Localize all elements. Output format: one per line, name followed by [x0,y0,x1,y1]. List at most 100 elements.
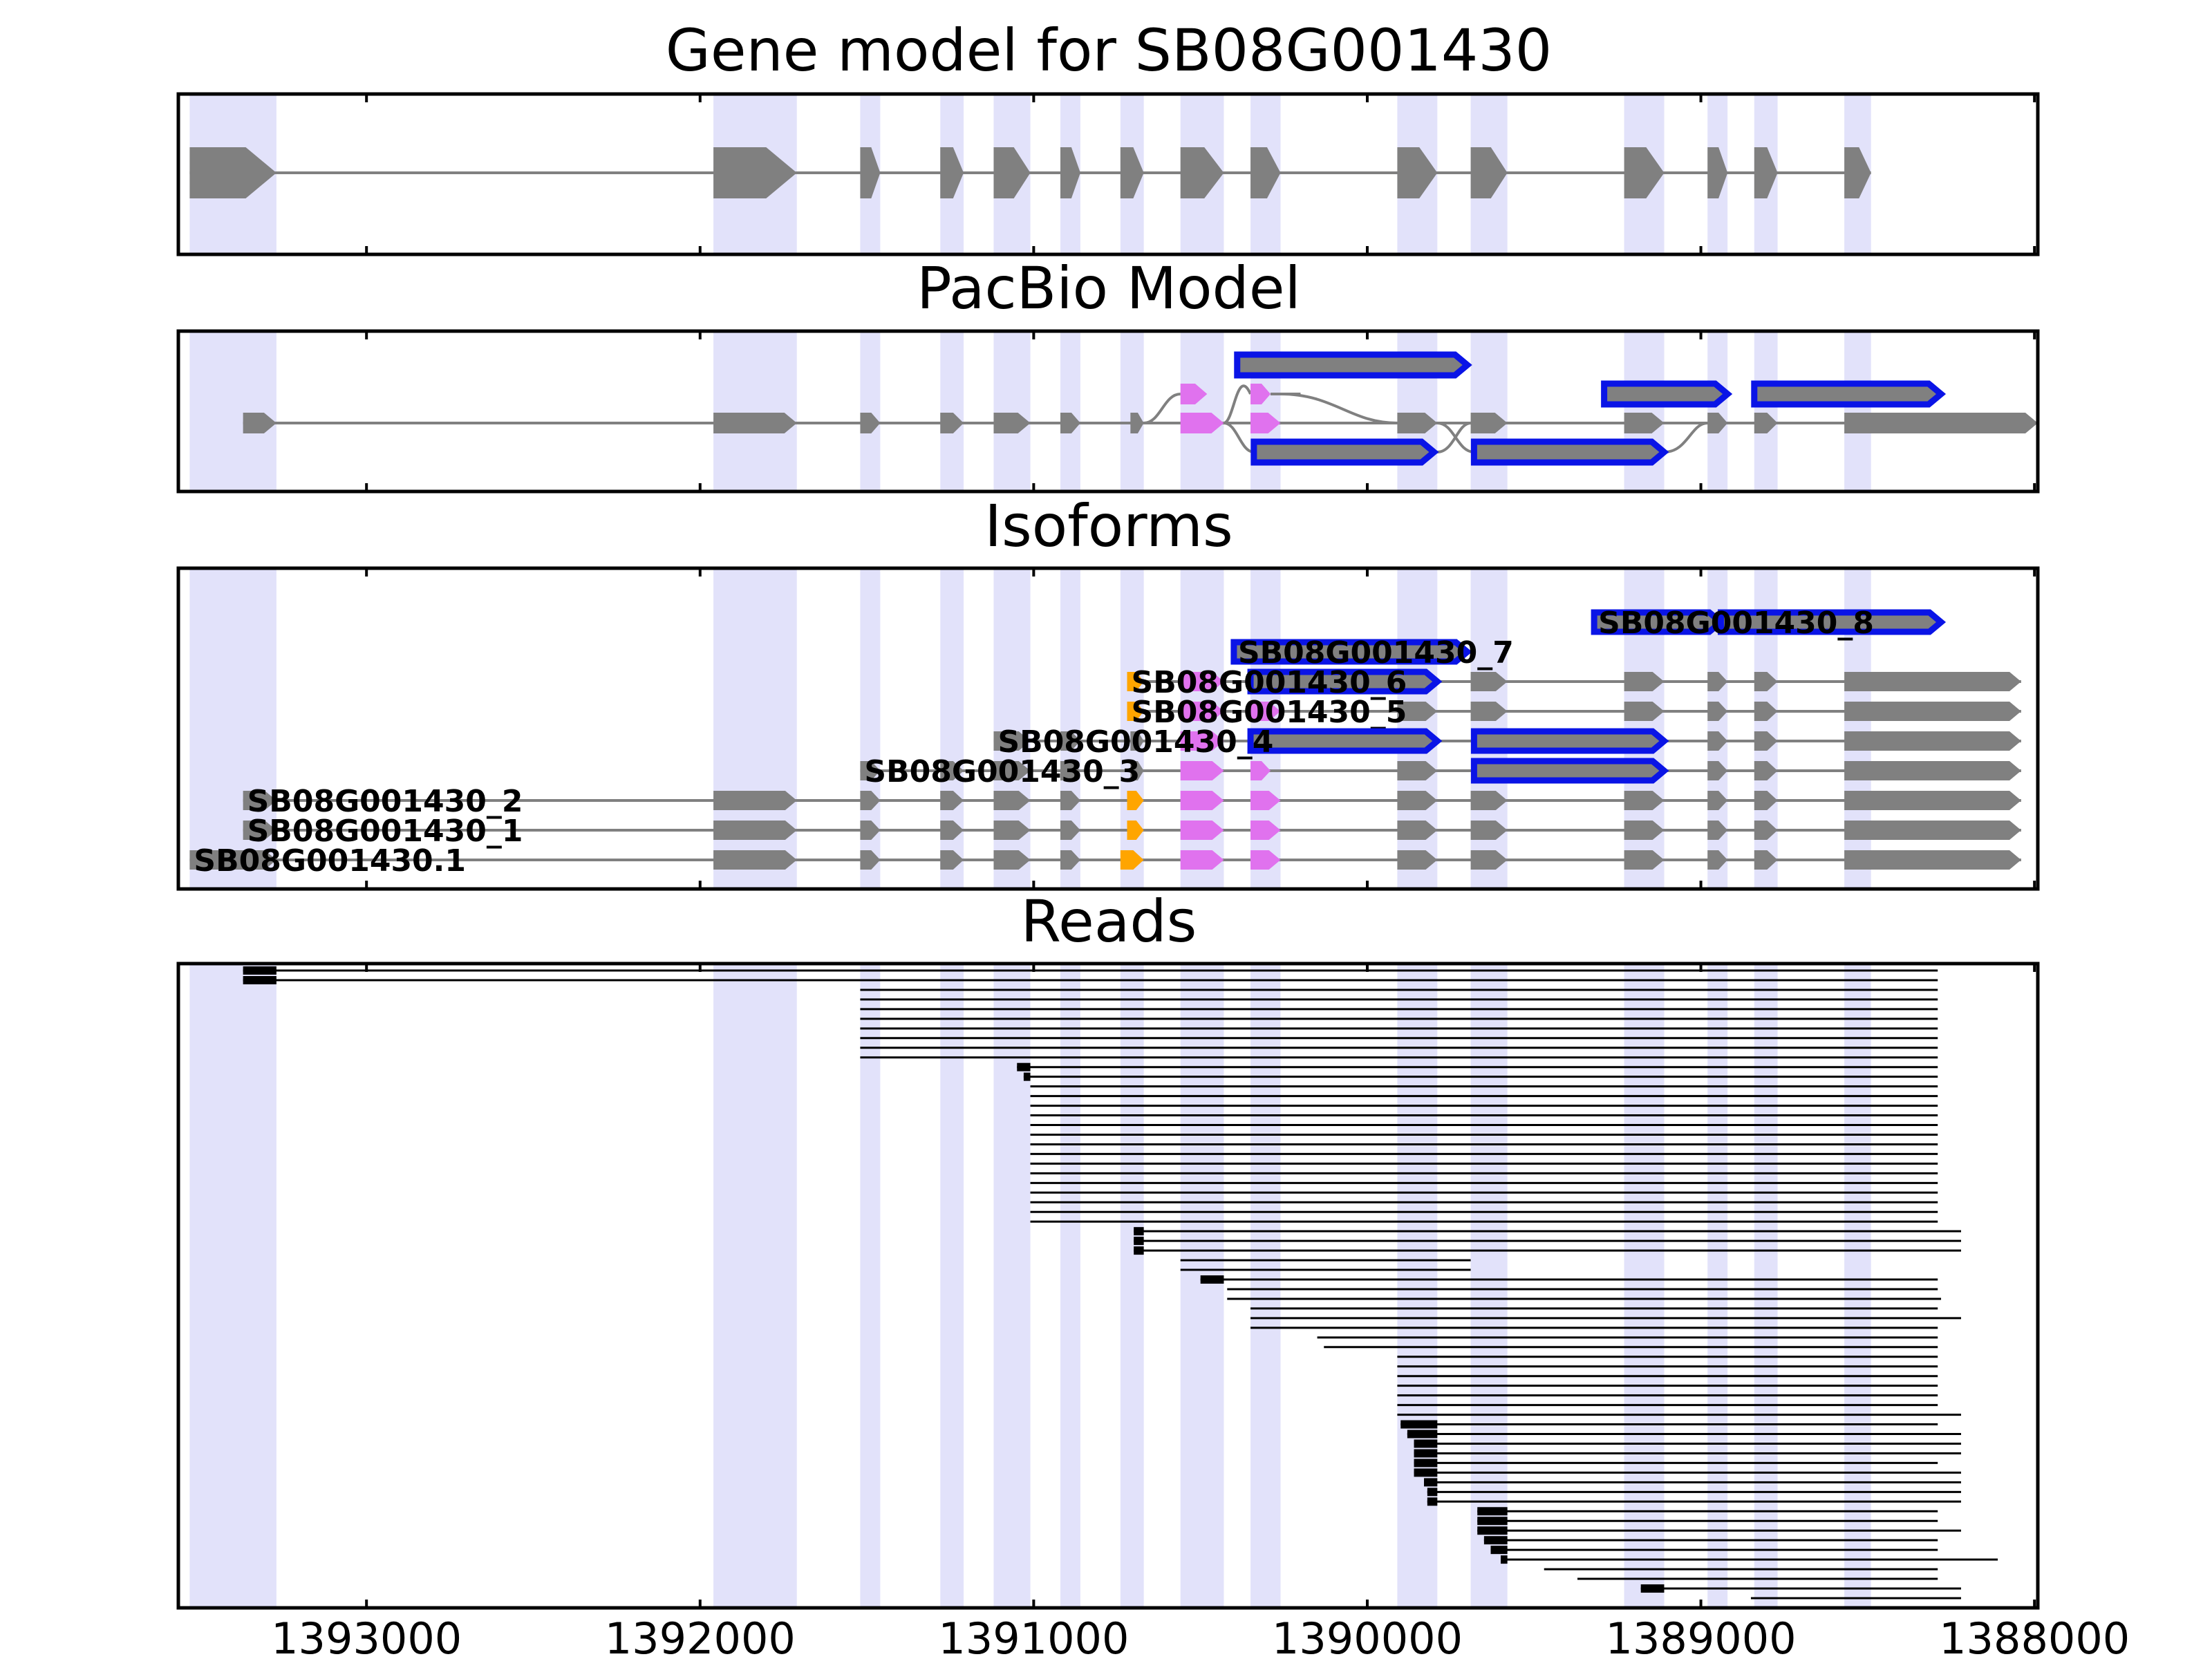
isoform-exon [1127,672,1144,691]
isoform-exon [1180,672,1224,691]
read [1023,1072,1938,1081]
isoform-row: SB08G001430.1 [189,843,2021,879]
x-tick-label: 1391000 [938,1613,1129,1659]
read-block [243,966,276,975]
isoform-exon [1707,731,1728,751]
exon-shade-band [713,568,797,889]
exon-shade-band [189,331,276,491]
isoform-exon [1624,702,1665,721]
isoform-exon [1180,791,1224,810]
isoform-exon [1754,731,1778,751]
read [1477,1517,1938,1526]
read [243,975,1938,984]
isoform-row: SB08G001430_8 [1591,606,1947,641]
isoforms-panel: Isoforms SB08G001430_8SB08G001430_7SB08G… [176,492,2040,891]
isoform-exon [713,821,797,840]
isoform-exon [1180,702,1224,721]
pacbio-model-title: PacBio Model [917,254,1301,322]
isoform-exon [1127,791,1144,810]
isoform-label: SB08G001430_8 [1598,606,1874,641]
exon-shade-band [993,964,1031,1608]
pacbio-exon [1250,384,1271,404]
isoform-exon [1127,702,1144,721]
x-tick-label: 1393000 [271,1613,462,1659]
read-block [243,975,276,984]
reads-panel: Reads [176,888,2040,1610]
exon-shade-band [940,331,964,491]
isoform-exon [940,791,964,810]
isoform-exon [1130,731,1144,751]
isoform-row: SB08G001430_5 [1127,695,2021,730]
isoform-exon [1624,821,1665,840]
exon-shade-band [1844,331,1871,491]
isoform-exon [1707,761,1728,780]
isoform-exon [1470,821,1508,840]
pacbio-exon [1060,413,1080,433]
x-tick-label: 1388000 [1939,1613,2130,1659]
read-block [1477,1517,1508,1526]
read [1477,1526,1962,1535]
isoform-exon [1624,791,1665,810]
read [1414,1439,1962,1448]
isoform-row: SB08G001430_7 [1230,635,1514,671]
read-block [1424,1478,1438,1487]
isoform-row: SB08G001430_6 [1127,665,2021,700]
pacbio-splice-connector [1223,384,1252,424]
isoform-row: SB08G001430_1 [243,814,2021,849]
isoform-exon [993,821,1031,840]
isoform-exon [1707,791,1728,810]
isoform-exon [1060,731,1080,751]
isoform-exon [1844,731,2021,751]
isoform-label: SB08G001430_4 [997,724,1273,760]
exon-shade-band [860,568,881,889]
read-block [1134,1227,1144,1236]
isoform-exon [1754,791,1778,810]
exon-shade-band [1624,964,1665,1608]
isoform-exon [1247,728,1443,754]
isoform-exon [860,761,881,780]
isoform-exon [1470,672,1508,691]
pacbio-exon [860,413,881,433]
isoform-exon [189,850,276,870]
isoform-label: SB08G001430_1 [247,814,523,849]
gene-exon [189,147,276,198]
exon-shade-band [1250,964,1281,1608]
isoform-exon [993,761,1031,780]
exon-shade-band [1470,331,1508,491]
gene-exon [993,147,1031,198]
isoform-exon [940,821,964,840]
isoform-row: SB08G001430_2 [243,784,2021,819]
gene-model-panel: Gene model for SB08G001430 [176,17,2040,256]
pacbio-exon [1844,413,2038,433]
gene-exon [1397,147,1438,198]
panel-frame [176,566,2040,891]
isoform-exon [1470,758,1669,784]
panel-frame [176,962,2040,1610]
pacbio-model-panel: PacBio Model [176,254,2040,494]
pacbio-splice-connector [1224,422,1255,453]
exon-shade-band [1120,331,1144,491]
read [1501,1555,1998,1564]
exon-shade-band [1060,964,1080,1608]
pacbio-splice-connector [1437,422,1471,453]
isoform-exon [1718,609,1947,635]
isoform-exon [1707,672,1728,691]
read [1134,1237,1962,1246]
isoform-exon [940,850,964,870]
exon-shade-band [1470,964,1508,1608]
isoform-label: SB08G001430_7 [1238,635,1514,671]
panel-frame [176,92,2040,256]
isoform-exon [1470,850,1508,870]
isoform-exon [1754,821,1778,840]
exon-shade-band [1397,964,1438,1608]
exon-shade-band [1120,964,1144,1608]
read-block [1414,1459,1438,1468]
isoform-exon [1591,609,1726,635]
read-block [1017,1062,1031,1071]
exon-shade-band [1180,964,1224,1608]
read-block [1200,1275,1224,1284]
pacbio-exon [1470,413,1508,433]
isoform-exon [1180,731,1224,751]
gene-model-title: Gene model for SB08G001430 [666,17,1552,84]
isoform-exon [243,821,276,840]
